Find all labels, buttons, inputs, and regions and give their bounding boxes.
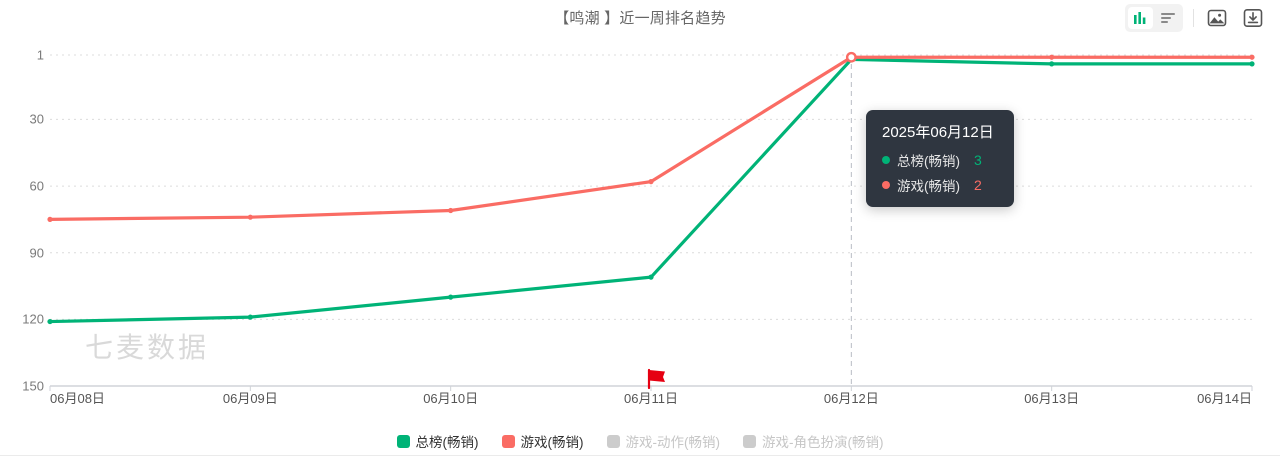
- x-axis-labels: 06月08日 06月09日 06月10日 06月11日 06月12日 06月13日 06月1…: [0, 388, 1280, 410]
- chart-toolbar: [1125, 4, 1266, 32]
- legend-item-label: 游戏(畅销): [520, 435, 584, 450]
- data-point[interactable]: [247, 314, 253, 320]
- chart-legend: 总榜(畅销) 游戏(畅销) 游戏-动作(畅销) 游戏-角色扮演(畅销): [0, 428, 1280, 454]
- y-axis-tick-label: 150: [22, 378, 44, 394]
- y-axis-tick-label: 1: [36, 47, 44, 63]
- view-mode-toggle-group: [1125, 4, 1183, 32]
- tooltip-series-name: 游戏(畅销): [897, 179, 960, 194]
- flag-marker[interactable]: [647, 368, 665, 390]
- data-point[interactable]: [1249, 61, 1255, 67]
- data-point[interactable]: [1049, 54, 1055, 60]
- x-axis-tick-label: 06月11日: [624, 391, 678, 406]
- tooltip-row: 游戏(畅销) 2: [882, 175, 996, 195]
- tooltip-series-name: 总榜(畅销): [897, 154, 960, 169]
- x-axis-tick-label: 06月13日: [1024, 391, 1080, 406]
- tooltip-date: 2025年06月12日: [882, 124, 994, 141]
- data-point[interactable]: [448, 207, 454, 214]
- data-point[interactable]: [1249, 54, 1255, 60]
- legend-color-swatch: [606, 434, 620, 448]
- x-axis-tick-label: 06月08日: [50, 391, 105, 406]
- x-axis-tick-label: 06月12日: [823, 391, 879, 406]
- save-image-button[interactable]: [1204, 5, 1230, 31]
- hover-tooltip: 2025年06月12日 总榜(畅销) 3 游戏(畅销) 2: [866, 110, 1014, 207]
- download-button[interactable]: [1240, 5, 1266, 31]
- data-point[interactable]: [47, 318, 53, 325]
- legend-item-2[interactable]: 游戏-动作(畅销): [599, 429, 729, 453]
- data-point[interactable]: [648, 274, 654, 280]
- line-chart-canvas: [47, 51, 1255, 391]
- series-color-dot: [882, 181, 890, 189]
- legend-color-swatch: [743, 434, 756, 448]
- plot-area: 1 30 60 90 120 150 06月08日 06月09日 06月10日 06月11日 06…: [0, 0, 1280, 410]
- legend-color-swatch: [501, 434, 515, 448]
- series-line: [48, 57, 1254, 324]
- legend-item-3[interactable]: 游戏-角色扮演(畅销): [735, 429, 892, 453]
- data-point[interactable]: [1049, 61, 1055, 67]
- legend-color-swatch: [396, 434, 410, 448]
- bar-chart-icon-button[interactable]: [1128, 7, 1153, 29]
- legend-item-0[interactable]: 总榜(畅销): [389, 429, 487, 453]
- page-title: 【鸣潮 】近一周排名趋势: [554, 10, 726, 27]
- series-color-dot: [882, 156, 890, 164]
- y-axis-tick-label: 30: [29, 111, 44, 127]
- series-line: [48, 55, 1254, 221]
- y-axis-tick-label: 60: [29, 178, 44, 194]
- y-axis-tick-label: 90: [29, 245, 44, 261]
- tooltip-series-value: 3: [974, 152, 982, 168]
- bar-chart-icon: [1134, 12, 1146, 24]
- tooltip-series-value: 2: [974, 177, 982, 193]
- legend-item-label: 游戏-角色扮演(畅销): [762, 435, 884, 450]
- data-point[interactable]: [47, 216, 53, 222]
- tooltip-rows: 总榜(畅销) 3 游戏(畅销) 2: [882, 150, 996, 195]
- data-point[interactable]: [648, 179, 654, 185]
- legend-item-label: 总榜(畅销): [415, 435, 479, 450]
- legend-item-label: 游戏-动作(畅销): [625, 435, 721, 450]
- x-axis-tick-label: 06月10日: [423, 391, 479, 406]
- list-icon: [1160, 13, 1175, 23]
- active-data-point[interactable]: [845, 51, 857, 63]
- tooltip-row: 总榜(畅销) 3: [882, 150, 996, 170]
- y-axis-tick-label: 120: [22, 311, 44, 327]
- image-icon: [1207, 9, 1227, 27]
- data-point[interactable]: [448, 294, 454, 300]
- legend-item-1[interactable]: 游戏(畅销): [494, 429, 592, 453]
- toolbar-divider: [1193, 9, 1194, 27]
- download-icon: [1243, 8, 1263, 27]
- data-point[interactable]: [247, 214, 253, 220]
- x-axis-tick-label: 06月09日: [222, 391, 278, 406]
- x-axis-tick-label: 06月14日: [1197, 391, 1252, 406]
- y-axis-labels: 1 30 60 90 120 150: [0, 0, 44, 410]
- table-view-icon-button[interactable]: [1155, 7, 1180, 29]
